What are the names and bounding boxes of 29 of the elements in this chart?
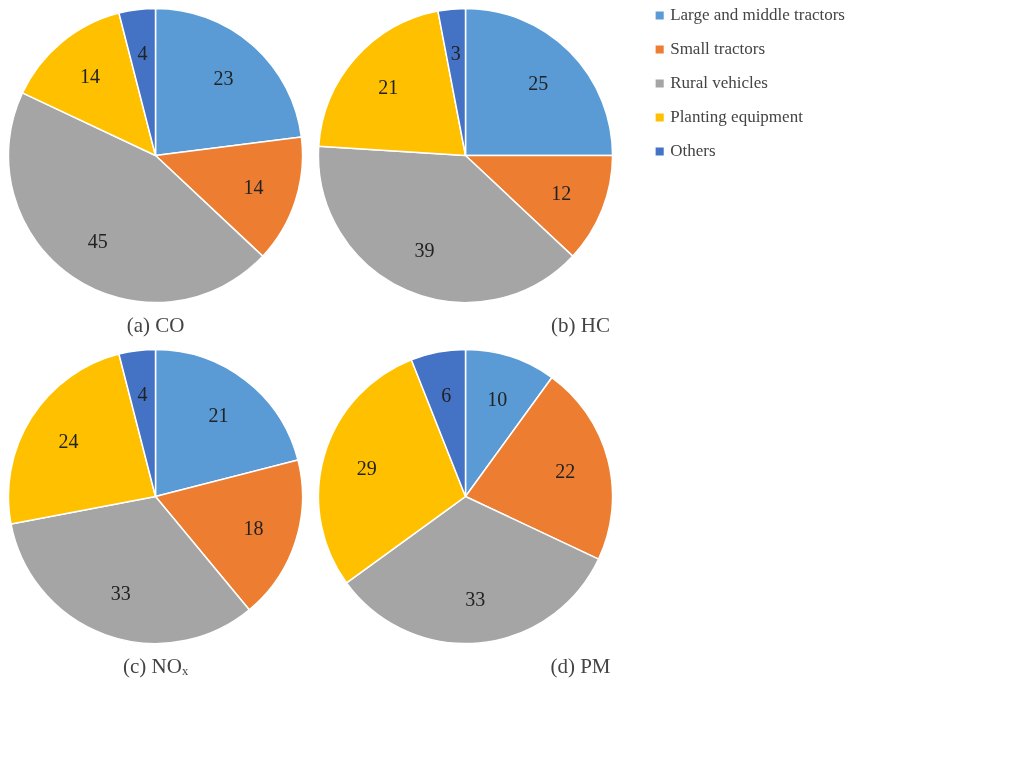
text: (a) CO (126, 312, 185, 337)
legend-label: Others (670, 141, 716, 161)
data-label: 21 (378, 76, 399, 99)
data-label: 45 (87, 229, 108, 252)
legend-label: Large and middle tractors (670, 5, 845, 25)
data-label: 21 (208, 404, 229, 427)
data-label: 22 (555, 459, 576, 482)
legend-label: Rural vehicles (670, 73, 768, 93)
text: (c) NOₓ (123, 653, 189, 678)
data-label: 33 (465, 587, 486, 610)
data-label: 4 (137, 383, 148, 406)
data-label: 23 (213, 67, 234, 90)
legend-label: Small tractors (670, 39, 766, 59)
data-label: 25 (528, 71, 549, 94)
data-label: 4 (137, 42, 148, 65)
text: (d) PM (550, 653, 611, 678)
data-label: 39 (414, 238, 435, 261)
data-label: 12 (551, 182, 572, 205)
text: (b) HC (551, 312, 610, 337)
data-label: 3 (450, 42, 461, 65)
data-label: 14 (243, 176, 264, 199)
data-label: 33 (110, 582, 131, 605)
data-label: 10 (487, 387, 508, 410)
data-label: 29 (356, 456, 377, 479)
data-label: 24 (58, 430, 79, 453)
legend-label: Planting equipment (670, 107, 803, 127)
data-label: 6 (441, 384, 452, 407)
data-label: 14 (79, 65, 100, 88)
data-label: 18 (243, 517, 264, 540)
